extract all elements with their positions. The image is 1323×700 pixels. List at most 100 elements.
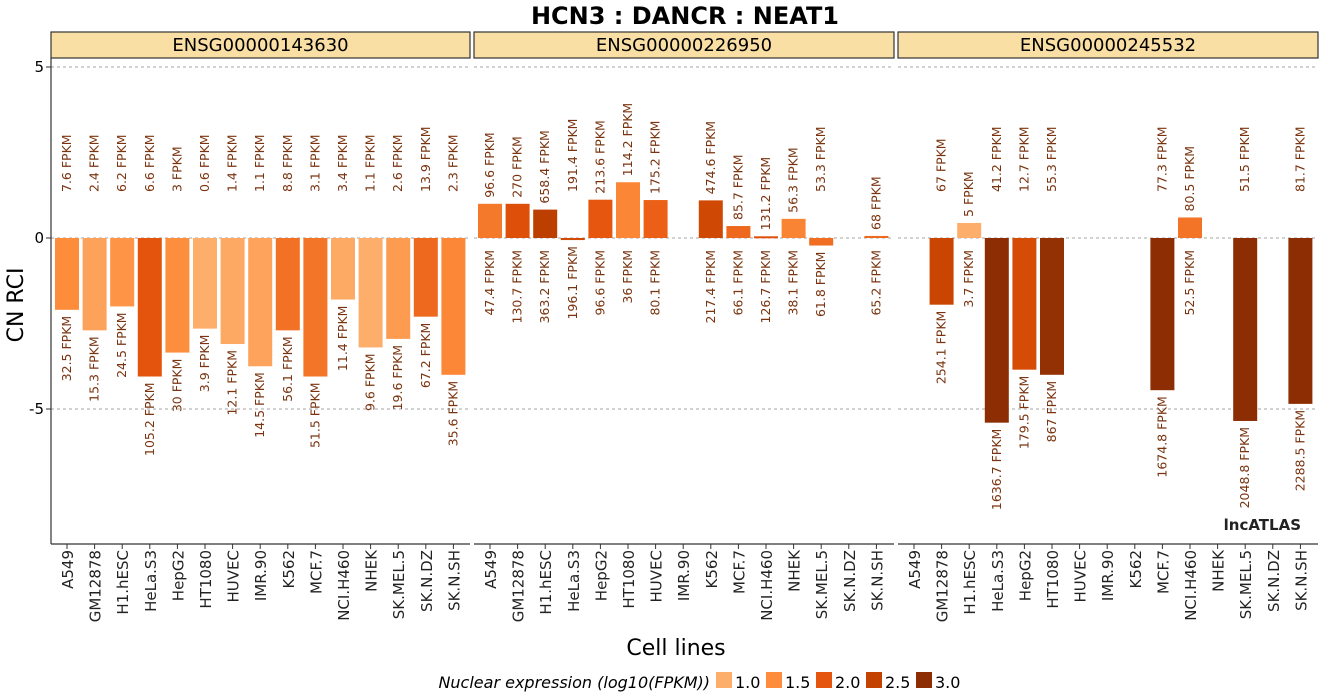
x-tick-label: NCI.H460: [758, 550, 776, 621]
bar: [781, 218, 806, 238]
bar: [1233, 238, 1258, 421]
nuclear-fpkm-label: 363.2 FPKM: [537, 250, 552, 323]
legend-label: 2.0: [835, 673, 860, 692]
x-tick-label: A549: [906, 550, 924, 589]
cytoplasmic-fpkm-label: 51.5 FPKM: [1237, 126, 1252, 192]
cytoplasmic-fpkm-label: 658.4 FPKM: [537, 130, 552, 203]
bar: [560, 238, 585, 241]
x-tick-label: H1.hESC: [114, 550, 132, 615]
x-tick-label: HT1080: [620, 550, 638, 609]
nuclear-fpkm-label: 1636.7 FPKM: [989, 429, 1004, 510]
nuclear-fpkm-label: 196.1 FPKM: [565, 246, 580, 319]
cytoplasmic-fpkm-label: 1.1 FPKM: [252, 134, 267, 192]
nuclear-fpkm-label: 9.6 FPKM: [363, 353, 378, 411]
x-tick-label: HUVEC: [225, 550, 243, 602]
cytoplasmic-fpkm-label: 270 FPKM: [510, 136, 525, 198]
bar: [588, 199, 613, 238]
cytoplasmic-fpkm-label: 191.4 FPKM: [565, 119, 580, 192]
x-tick-label: GM12878: [510, 550, 528, 622]
cytoplasmic-fpkm-label: 6.2 FPKM: [114, 134, 129, 192]
x-tick-label: NHEK: [363, 549, 381, 592]
x-tick-label: MCF.7: [1154, 550, 1172, 594]
cytoplasmic-fpkm-label: 85.7 FPKM: [730, 155, 745, 221]
legend-label: 1.5: [785, 673, 810, 692]
cytoplasmic-fpkm-label: 2.6 FPKM: [390, 134, 405, 192]
cytoplasmic-fpkm-label: 114.2 FPKM: [620, 103, 635, 176]
cytoplasmic-fpkm-label: 175.2 FPKM: [648, 121, 663, 194]
bar: [1178, 217, 1202, 238]
bar: [137, 238, 162, 377]
bar: [984, 238, 1009, 423]
x-tick-label: HeLa.S3: [989, 550, 1007, 612]
nuclear-fpkm-label: 67.2 FPKM: [418, 323, 433, 389]
cytoplasmic-fpkm-label: 80.5 FPKM: [1182, 146, 1197, 212]
bar: [1288, 238, 1313, 404]
x-tick-label: HeLa.S3: [142, 550, 160, 612]
nuclear-fpkm-label: 47.4 FPKM: [482, 250, 497, 316]
chart-title: HCN3 : DANCR : NEAT1: [531, 2, 839, 30]
x-tick-label: HT1080: [1044, 550, 1062, 609]
x-tick-label: NCI.H460: [1182, 550, 1200, 621]
bar: [165, 238, 190, 353]
bar: [248, 238, 273, 367]
facet-strip-label: ENSG00000143630: [172, 35, 348, 56]
y-tick-label: 0: [34, 229, 44, 247]
x-tick-label: A549: [482, 550, 500, 589]
cytoplasmic-fpkm-label: 67 FPKM: [934, 138, 949, 192]
facet-strip: [50, 31, 471, 59]
legend-swatch: [816, 672, 832, 688]
x-axis-title: Cell lines: [626, 636, 725, 661]
x-tick-label: H1.hESC: [961, 550, 979, 615]
x-tick-label: A549: [59, 550, 77, 589]
bar-labels: 7.6 FPKM 32.5 FPKM 2.4 FPKM 15.3 FPKM 6.2 FP…: [59, 103, 1307, 510]
cytoplasmic-fpkm-label: 8.8 FPKM: [280, 134, 295, 192]
legend-swatch: [866, 672, 882, 688]
cytoplasmic-fpkm-label: 96.6 FPKM: [482, 132, 497, 198]
bar: [754, 236, 778, 239]
nuclear-fpkm-label: 96.6 FPKM: [592, 250, 607, 316]
facet-strip-label: ENSG00000226950: [596, 35, 772, 56]
cytoplasmic-fpkm-label: 3 FPKM: [169, 146, 184, 192]
x-tick-label: SK.MEL.5: [390, 550, 408, 619]
x-tick-label: HepG2: [592, 550, 610, 601]
nuclear-fpkm-label: 126.7 FPKM: [758, 250, 773, 323]
nuclear-fpkm-label: 1674.8 FPKM: [1154, 396, 1169, 477]
bar: [303, 238, 328, 377]
x-tick-label: K562: [1127, 550, 1145, 588]
nuclear-fpkm-label: 2048.8 FPKM: [1237, 427, 1252, 508]
bar: [55, 238, 79, 310]
x-tick-label: IMR.90: [1099, 550, 1117, 601]
cytoplasmic-fpkm-label: 474.6 FPKM: [703, 121, 718, 194]
nuclear-fpkm-label: 35.6 FPKM: [445, 381, 460, 447]
nuclear-fpkm-label: 38.1 FPKM: [786, 250, 801, 316]
facet-strip: [473, 31, 895, 59]
nuclear-fpkm-label: 179.5 FPKM: [1016, 376, 1031, 449]
bar: [478, 203, 502, 238]
nuclear-fpkm-label: 11.4 FPKM: [335, 306, 350, 372]
nuclear-fpkm-label: 105.2 FPKM: [142, 383, 157, 456]
nuclear-fpkm-label: 51.5 FPKM: [307, 383, 322, 449]
nuclear-fpkm-label: 3.9 FPKM: [197, 335, 212, 393]
cytoplasmic-fpkm-label: 77.3 FPKM: [1154, 126, 1169, 192]
y-tick-label: 5: [34, 58, 44, 76]
bar: [505, 203, 530, 238]
cytoplasmic-fpkm-label: 12.7 FPKM: [1016, 126, 1031, 192]
nuclear-fpkm-label: 65.2 FPKM: [868, 250, 883, 316]
y-axis-title: CN RCI: [4, 268, 29, 343]
nuclear-fpkm-label: 3.7 FPKM: [961, 250, 976, 308]
cytoplasmic-fpkm-label: 68 FPKM: [868, 176, 883, 230]
legend-label: 3.0: [935, 673, 960, 692]
x-tick-label: NCI.H460: [335, 550, 353, 621]
cytoplasmic-fpkm-label: 1.1 FPKM: [363, 134, 378, 192]
bar: [957, 222, 982, 238]
nuclear-fpkm-label: 32.5 FPKM: [59, 316, 74, 382]
cytoplasmic-fpkm-label: 41.2 FPKM: [989, 126, 1004, 192]
bar: [358, 238, 383, 348]
cytoplasmic-fpkm-label: 131.2 FPKM: [758, 157, 773, 230]
cytoplasmic-fpkm-label: 3.4 FPKM: [335, 134, 350, 192]
nuclear-fpkm-label: 56.1 FPKM: [280, 336, 295, 402]
x-tick-label: HepG2: [169, 550, 187, 601]
facet-strip: [897, 31, 1319, 59]
nuclear-fpkm-label: 217.4 FPKM: [703, 250, 718, 323]
bar: [220, 238, 245, 345]
